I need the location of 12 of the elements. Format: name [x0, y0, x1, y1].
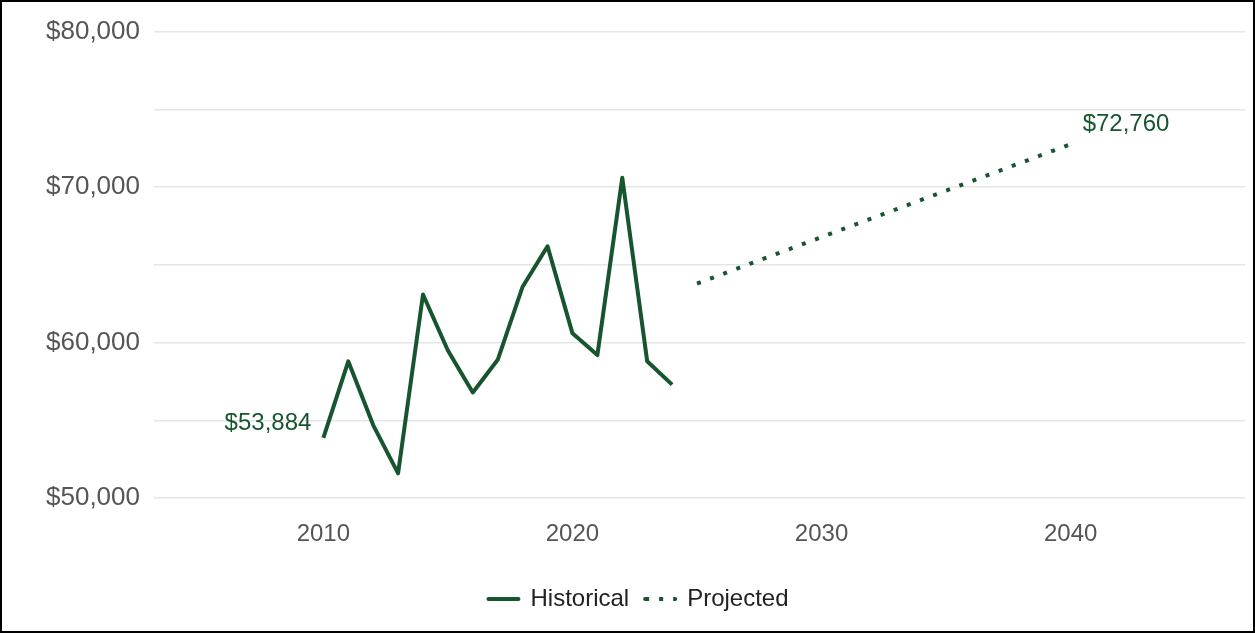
y-tick-label: $60,000	[46, 325, 140, 356]
x-tick-label: 2020	[545, 519, 600, 547]
y-tick-label: $50,000	[46, 481, 140, 512]
legend-label: Historical	[530, 583, 630, 611]
x-tick-label: 2040	[1043, 519, 1098, 547]
annotation: $53,884	[224, 408, 312, 436]
legend-label: Projected	[687, 583, 789, 611]
y-tick-label: $80,000	[46, 14, 140, 45]
x-tick-label: 2010	[296, 519, 351, 547]
x-tick-label: 2030	[794, 519, 849, 547]
annotation: $72,760	[1082, 108, 1170, 136]
y-tick-label: $70,000	[46, 170, 140, 201]
